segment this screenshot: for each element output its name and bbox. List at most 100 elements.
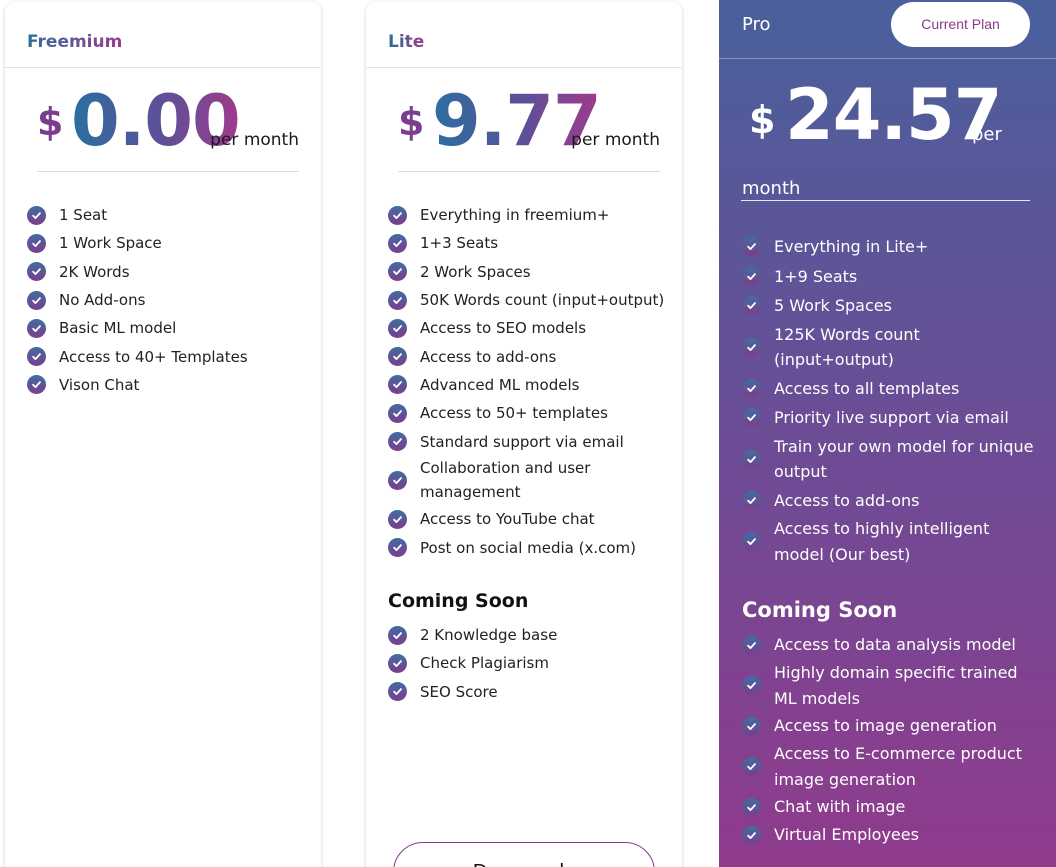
check-icon: [388, 233, 407, 253]
feature-text: Train your own model for unique output: [774, 436, 1034, 482]
feature-item: 1+9 Seats: [742, 262, 1037, 292]
downgrade-button[interactable]: Downgrade: [393, 842, 655, 867]
freemium-feature-list: 1 Seat 1 Work Space 2K Words No Add-ons Basi…: [27, 201, 307, 399]
feature-item: 5 Work Spaces: [742, 291, 1037, 321]
feature-item: 2 Knowledge base: [388, 621, 668, 649]
freemium-card-header: Freemium: [5, 2, 321, 68]
feature-text: Standard support via email: [420, 432, 624, 451]
check-icon: [742, 337, 761, 357]
check-icon: [742, 797, 761, 817]
check-icon: [742, 296, 761, 316]
feature-item: Access to SEO models: [388, 314, 668, 342]
feature-item: Basic ML model: [27, 314, 307, 342]
check-icon: [388, 509, 407, 529]
feature-text: Access to data analysis model: [774, 635, 1016, 655]
feature-item: Post on social media (x.com): [388, 533, 668, 561]
feature-item: No Add-ons: [27, 286, 307, 314]
plan-name: Pro: [742, 14, 771, 35]
check-icon: [388, 318, 407, 338]
feature-text: Access to image generation: [774, 716, 997, 736]
feature-item: SEO Score: [388, 678, 668, 706]
feature-text: 2 Knowledge base: [420, 626, 558, 645]
header-divider: [719, 58, 1056, 59]
check-icon: [388, 205, 407, 225]
check-icon: [742, 635, 761, 655]
feature-text: 2 Work Spaces: [420, 262, 531, 281]
feature-text: Everything in freemium+: [420, 206, 610, 225]
plan-name: Freemium: [27, 32, 123, 52]
feature-text: 125K Words count (input+output): [774, 324, 920, 370]
feature-text: Basic ML model: [59, 319, 177, 338]
check-icon: [27, 262, 46, 282]
check-icon: [742, 449, 761, 469]
feature-text: 50K Words count (input+output): [420, 291, 665, 310]
check-icon: [742, 716, 761, 736]
price-period: per month: [210, 130, 299, 150]
feature-text: Access to 40+ Templates: [59, 347, 248, 366]
feature-text: Chat with image: [774, 797, 906, 817]
feature-text: Collaboration and user management: [420, 459, 591, 502]
currency-symbol: $: [37, 100, 64, 144]
check-icon: [27, 290, 46, 310]
pro-plan-card: Pro Current Plan $ 24.57 per month Every…: [719, 0, 1056, 867]
price-amount: 0.00: [71, 80, 241, 162]
check-icon: [27, 205, 46, 225]
check-icon: [742, 266, 761, 286]
feature-item: Access to all templates: [742, 374, 1037, 404]
feature-item: 2 Work Spaces: [388, 258, 668, 286]
feature-text: Access to YouTube chat: [420, 510, 595, 529]
feature-text: 1+3 Seats: [420, 234, 499, 253]
feature-text: SEO Score: [420, 682, 498, 701]
feature-text: Highly domain specific trained ML models: [774, 663, 1018, 708]
price-period-month: month: [742, 178, 801, 199]
currency-symbol: $: [398, 100, 425, 144]
check-icon: [388, 262, 407, 282]
lite-coming-soon-list: 2 Knowledge base Check Plagiarism SEO Scor…: [388, 621, 668, 706]
feature-item: Access to E-commerce product image gener…: [742, 740, 1037, 793]
feature-item: Access to highly intelligent model (Our …: [742, 515, 1037, 568]
lite-feature-list: Everything in freemium+ 1+3 Seats 2 Work S…: [388, 201, 668, 562]
feature-item: Virtual Employees: [742, 821, 1037, 849]
feature-text: Check Plagiarism: [420, 654, 549, 673]
feature-item: 125K Words count (input+output): [742, 321, 1037, 374]
check-icon: [742, 676, 761, 695]
check-icon: [742, 378, 761, 398]
feature-item: Highly domain specific trained ML models: [742, 659, 1037, 712]
feature-item: 2K Words: [27, 258, 307, 286]
feature-text: Priority live support via email: [774, 408, 1009, 427]
feature-item: Everything in Lite+: [742, 232, 1037, 262]
feature-text: 1 Work Space: [59, 234, 162, 253]
feature-text: Advanced ML models: [420, 375, 580, 394]
check-icon: [742, 490, 761, 510]
feature-item: Everything in freemium+: [388, 201, 668, 229]
feature-item: Chat with image: [742, 793, 1037, 821]
current-plan-button[interactable]: Current Plan: [891, 2, 1030, 47]
check-icon: [27, 347, 46, 367]
feature-item: 1 Seat: [27, 201, 307, 229]
price-row: $ 0.00 per month: [37, 80, 299, 172]
feature-text: 5 Work Spaces: [774, 296, 892, 315]
lite-card-header: Lite: [366, 2, 682, 68]
feature-text: No Add-ons: [59, 291, 146, 310]
price-row: $ 9.77 per month: [398, 80, 660, 172]
check-icon: [388, 470, 407, 490]
check-icon: [388, 538, 407, 558]
feature-item: Vison Chat: [27, 371, 307, 399]
feature-text: Access to 50+ templates: [420, 404, 608, 423]
pro-feature-list: Everything in Lite+ 1+9 Seats 5 Work Space…: [742, 232, 1037, 568]
check-icon: [742, 408, 761, 428]
feature-text: Post on social media (x.com): [420, 538, 637, 557]
feature-text: 2K Words: [59, 262, 130, 281]
coming-soon-title: Coming Soon: [742, 598, 898, 622]
check-icon: [388, 290, 407, 310]
feature-item: Access to 40+ Templates: [27, 342, 307, 370]
price-amount: 9.77: [432, 80, 602, 162]
feature-item: Access to YouTube chat: [388, 505, 668, 533]
lite-plan-card: Lite $ 9.77 per month Everything in free…: [366, 2, 682, 867]
feature-text: Everything in Lite+: [774, 237, 929, 256]
feature-item: 50K Words count (input+output): [388, 286, 668, 314]
plan-name: Lite: [388, 32, 425, 52]
price-divider: [741, 200, 1030, 201]
check-icon: [388, 347, 407, 367]
feature-text: 1 Seat: [59, 206, 108, 225]
